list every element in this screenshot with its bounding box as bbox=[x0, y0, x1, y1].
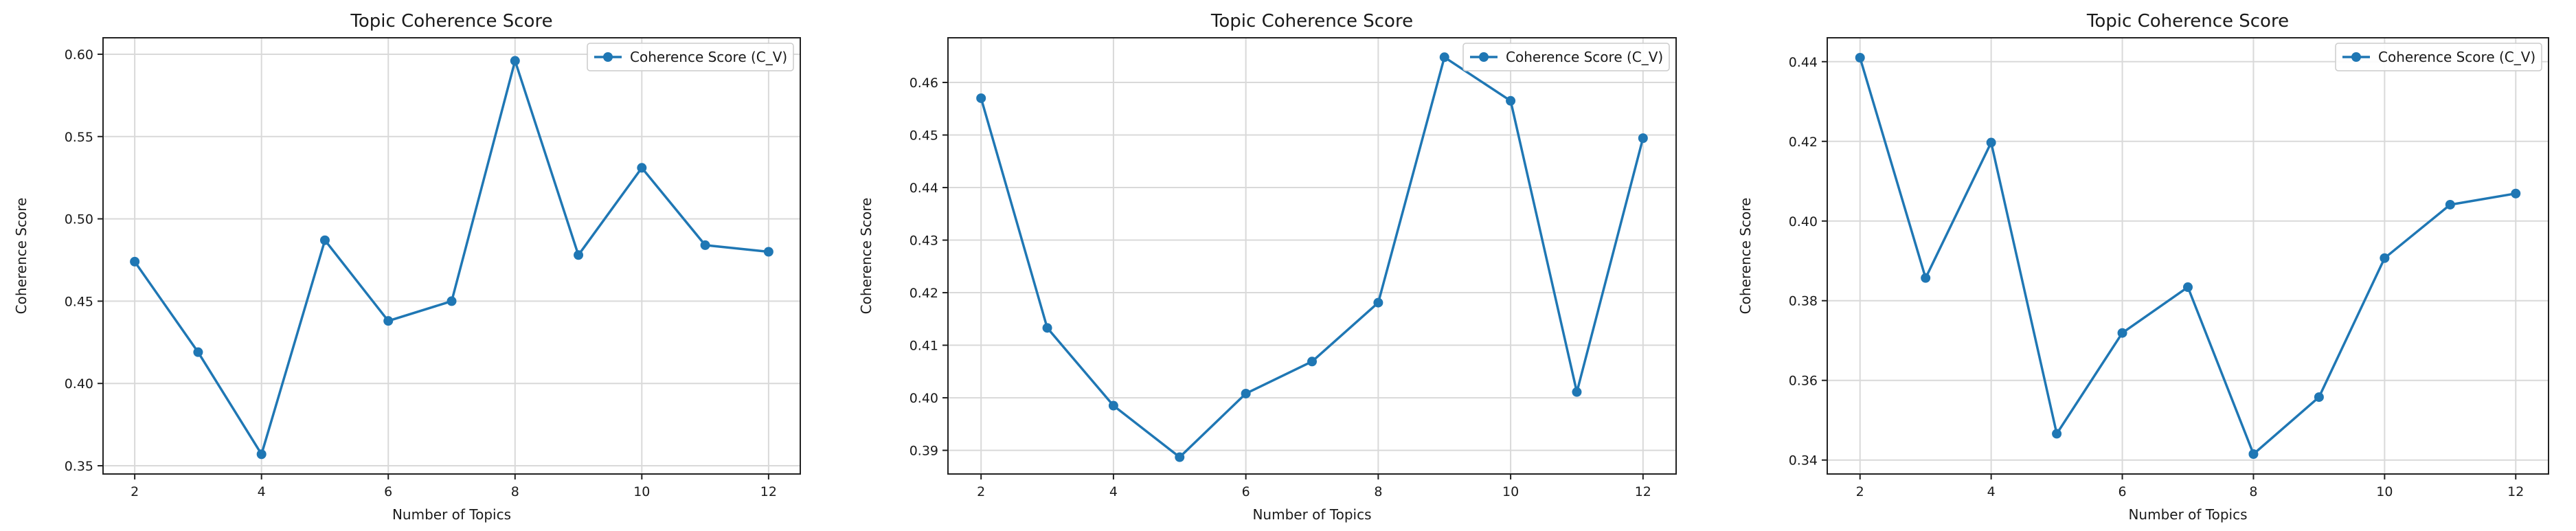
data-point bbox=[319, 235, 330, 245]
data-point bbox=[1638, 133, 1648, 144]
data-point bbox=[700, 240, 710, 250]
legend-label: Coherence Score (C_V) bbox=[2378, 49, 2535, 65]
x-tick-label: 6 bbox=[1242, 484, 1250, 499]
data-point bbox=[1373, 297, 1383, 308]
x-tick-label: 4 bbox=[1109, 484, 1118, 499]
y-tick-label: 0.42 bbox=[1789, 135, 1818, 150]
y-tick-label: 0.41 bbox=[909, 339, 938, 354]
data-point bbox=[130, 256, 140, 267]
data-point bbox=[2052, 429, 2062, 439]
data-point bbox=[976, 93, 986, 103]
legend-marker-swatch bbox=[1479, 52, 1489, 62]
plot-frame bbox=[1827, 37, 2549, 475]
data-point bbox=[447, 296, 457, 306]
data-point bbox=[256, 449, 267, 460]
x-tick-label: 2 bbox=[1856, 484, 1864, 499]
data-point bbox=[2117, 328, 2127, 338]
data-point bbox=[763, 247, 773, 257]
y-axis-label: Coherence Score bbox=[858, 198, 874, 315]
legend-marker-swatch bbox=[2351, 52, 2361, 62]
x-tick-label: 6 bbox=[2118, 484, 2126, 499]
x-tick-label: 4 bbox=[258, 484, 266, 499]
y-tick-label: 0.45 bbox=[909, 128, 938, 144]
x-axis-label: Number of Topics bbox=[392, 506, 511, 523]
x-tick-label: 4 bbox=[1987, 484, 1996, 499]
legend-box bbox=[587, 43, 794, 71]
legend-box bbox=[1462, 43, 1670, 71]
y-tick-label: 0.55 bbox=[65, 130, 93, 145]
x-tick-label: 10 bbox=[2376, 484, 2393, 499]
data-point bbox=[510, 56, 520, 66]
chart-title: Topic Coherence Score bbox=[2086, 11, 2289, 32]
x-tick-label: 10 bbox=[1502, 484, 1519, 499]
data-point bbox=[1175, 452, 1185, 462]
y-tick-label: 0.50 bbox=[65, 212, 93, 227]
x-tick-label: 12 bbox=[1635, 484, 1651, 499]
data-point bbox=[2511, 188, 2521, 199]
y-tick-label: 0.42 bbox=[909, 286, 938, 301]
chart-title: Topic Coherence Score bbox=[1210, 11, 1413, 32]
data-point bbox=[2445, 199, 2455, 210]
y-tick-label: 0.46 bbox=[909, 76, 938, 91]
x-tick-label: 12 bbox=[760, 484, 777, 499]
data-point bbox=[1855, 52, 1865, 63]
x-axis-label: Number of Topics bbox=[2128, 506, 2247, 523]
y-tick-label: 0.44 bbox=[1789, 55, 1818, 70]
y-tick-label: 0.43 bbox=[909, 234, 938, 249]
data-point bbox=[1307, 357, 1317, 367]
data-point bbox=[193, 347, 203, 357]
y-axis-label: Coherence Score bbox=[13, 198, 30, 315]
data-point bbox=[637, 163, 647, 173]
data-point bbox=[574, 250, 584, 260]
x-tick-label: 2 bbox=[131, 484, 139, 499]
x-tick-label: 6 bbox=[384, 484, 392, 499]
data-point bbox=[1921, 273, 1931, 283]
y-tick-label: 0.40 bbox=[65, 376, 93, 392]
y-tick-label: 0.35 bbox=[65, 459, 93, 474]
x-tick-label: 10 bbox=[633, 484, 650, 499]
y-tick-label: 0.40 bbox=[909, 391, 938, 406]
y-tick-label: 0.36 bbox=[1789, 374, 1818, 389]
data-point bbox=[1439, 52, 1449, 63]
y-tick-label: 0.60 bbox=[65, 47, 93, 63]
plot-frame bbox=[947, 37, 1677, 475]
plot-frame bbox=[102, 37, 801, 475]
x-tick-label: 8 bbox=[511, 484, 519, 499]
legend-label: Coherence Score (C_V) bbox=[1506, 49, 1663, 65]
data-point bbox=[1572, 387, 1582, 397]
y-tick-label: 0.34 bbox=[1789, 453, 1818, 468]
x-tick-label: 2 bbox=[977, 484, 985, 499]
data-point bbox=[1506, 95, 1516, 106]
chart-title: Topic Coherence Score bbox=[350, 11, 552, 32]
y-tick-label: 0.44 bbox=[909, 181, 938, 196]
y-tick-label: 0.40 bbox=[1789, 214, 1818, 229]
legend-box bbox=[2335, 43, 2542, 71]
x-tick-label: 8 bbox=[2249, 484, 2257, 499]
data-point bbox=[2314, 392, 2324, 403]
data-point bbox=[2183, 282, 2193, 293]
data-point bbox=[1108, 400, 1118, 411]
series-line bbox=[1859, 57, 2516, 455]
data-point bbox=[1241, 388, 1251, 398]
y-axis-label: Coherence Score bbox=[1737, 198, 1754, 315]
x-axis-label: Number of Topics bbox=[1252, 506, 1371, 523]
x-tick-label: 8 bbox=[1374, 484, 1382, 499]
data-point bbox=[383, 316, 394, 326]
x-tick-label: 12 bbox=[2507, 484, 2524, 499]
data-point bbox=[1042, 323, 1052, 333]
y-tick-label: 0.38 bbox=[1789, 294, 1818, 309]
y-tick-label: 0.45 bbox=[65, 294, 93, 309]
data-point bbox=[2248, 449, 2259, 460]
data-point bbox=[1986, 137, 1996, 148]
data-point bbox=[2380, 253, 2390, 263]
y-tick-label: 0.39 bbox=[909, 444, 938, 459]
legend-marker-swatch bbox=[603, 52, 613, 62]
legend-label: Coherence Score (C_V) bbox=[630, 49, 787, 65]
